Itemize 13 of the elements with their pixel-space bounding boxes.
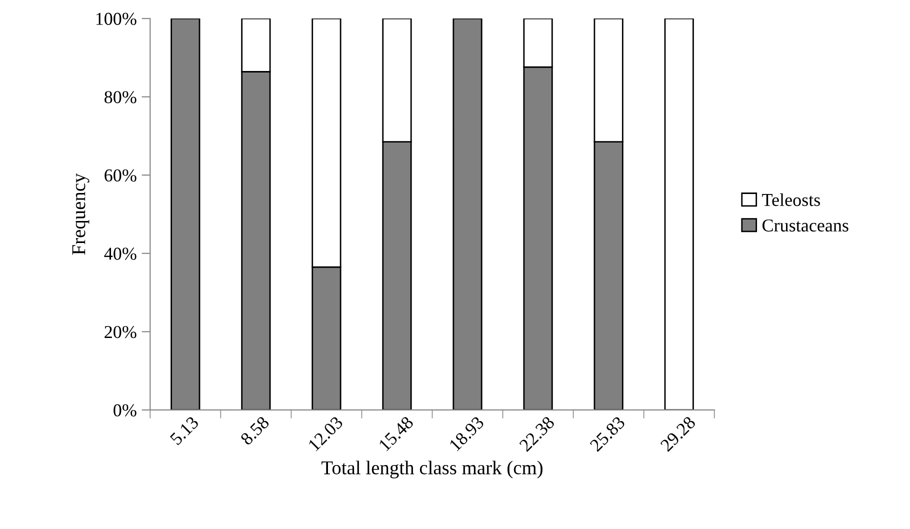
- x-tick-label: 5.13: [170, 416, 200, 446]
- bar: [664, 18, 694, 410]
- y-tick-label: 40%: [104, 248, 136, 260]
- x-axis-title: Total length class mark (cm): [322, 460, 542, 478]
- y-axis-title: Frequency: [72, 173, 90, 255]
- y-tick-label: 0%: [114, 404, 136, 416]
- y-tick-label: 100%: [96, 12, 136, 26]
- legend-label: Teleosts: [762, 193, 820, 206]
- y-tick-label: 20%: [104, 326, 136, 338]
- y-tick-label: 60%: [104, 169, 136, 182]
- legend-label: Crustaceans: [762, 219, 848, 232]
- x-tick-label: 8.58: [240, 416, 270, 446]
- y-tick-label: 80%: [104, 91, 136, 104]
